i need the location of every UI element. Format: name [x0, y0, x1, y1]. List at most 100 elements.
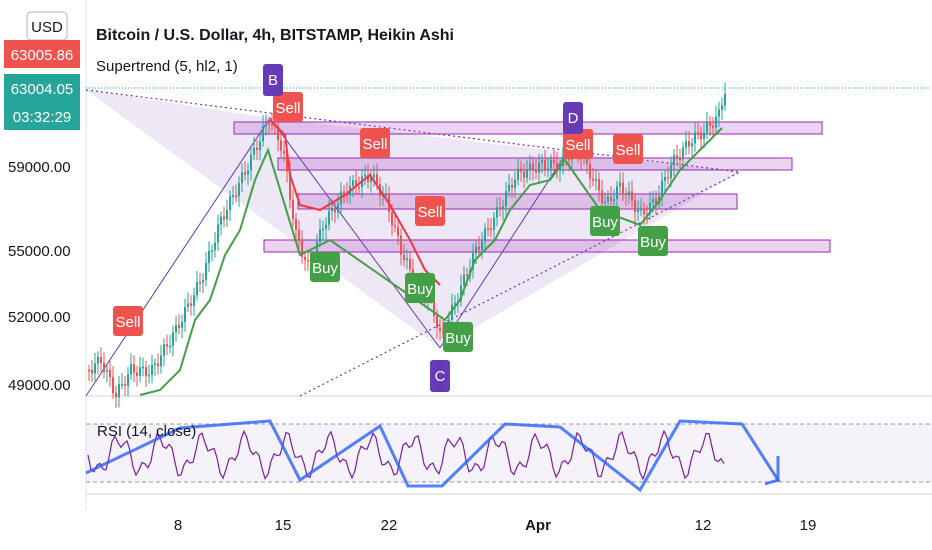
candle-body: [724, 93, 726, 106]
supertrend-up-line: [139, 127, 723, 396]
candle-body: [154, 363, 156, 366]
candle-body: [328, 211, 330, 225]
candle-body: [529, 163, 531, 171]
signal-sell-badge: [563, 129, 593, 159]
candle-body: [205, 263, 207, 280]
candle-body: [286, 153, 288, 172]
candle-body: [649, 202, 651, 215]
candle-body: [250, 154, 252, 171]
ask-price-value: 63005.86: [11, 47, 74, 64]
candle-body: [376, 174, 378, 185]
candle-body: [661, 180, 663, 197]
candle-body: [397, 226, 399, 236]
y-tick-55000: 55000.00: [8, 243, 71, 260]
candle-body: [148, 374, 150, 377]
candle-body: [178, 325, 180, 329]
candle-body: [235, 195, 237, 198]
candle-body: [391, 212, 393, 226]
point-b-label: B: [268, 72, 278, 89]
candle-body: [91, 370, 93, 374]
candle-body: [163, 344, 165, 356]
candle-body: [631, 191, 633, 201]
point-c-badge: [430, 360, 450, 392]
candle-body: [88, 370, 90, 372]
candle-body: [499, 207, 501, 210]
candle-body: [253, 147, 255, 155]
point-b-badge: [263, 64, 283, 96]
candle-body: [694, 132, 696, 144]
candle-body: [550, 159, 552, 169]
candle-body: [292, 200, 294, 219]
candle-body: [265, 123, 267, 126]
signal-sell-badge: [613, 134, 643, 164]
candle-body: [277, 125, 279, 141]
y-tick-52000: 52000.00: [8, 309, 71, 326]
signal-buy-label: Buy: [407, 281, 433, 298]
candle-body: [628, 191, 630, 196]
candle-body: [409, 258, 411, 270]
signal-buy-badge: [638, 226, 668, 256]
candle-body: [244, 172, 246, 175]
x-tick-22: 22: [381, 517, 398, 534]
candle-body: [319, 229, 321, 242]
candle-body: [676, 155, 678, 159]
x-tick-8: 8: [174, 517, 182, 534]
x-tick-apr: Apr: [525, 517, 551, 534]
candle-body: [547, 168, 549, 171]
rsi-line: [87, 429, 725, 481]
candle-body: [295, 218, 297, 230]
signal-buy-label: Buy: [640, 234, 666, 251]
x-tick-15: 15: [275, 517, 292, 534]
candle-body: [517, 168, 519, 180]
candle-body: [709, 122, 711, 126]
signal-buy-badge: [405, 273, 435, 303]
candle-body: [304, 256, 306, 260]
candle-body: [520, 168, 522, 172]
signal-sell-label: Sell: [275, 100, 300, 117]
signal-sell-badge: [113, 306, 143, 336]
candle-body: [394, 225, 396, 227]
candle-body: [589, 163, 591, 179]
candle-body: [454, 302, 456, 305]
indicator-label: Supertrend (5, hl2, 1): [96, 58, 238, 75]
point-c-label: C: [435, 368, 446, 385]
candle-body: [364, 174, 366, 177]
candle-body: [97, 356, 99, 364]
candle-body: [217, 224, 219, 243]
candle-body: [556, 162, 558, 171]
candle-body: [115, 393, 117, 398]
candle-body: [352, 180, 354, 187]
signal-buy-badge: [590, 206, 620, 236]
candle-body: [640, 209, 642, 211]
candle-body: [619, 182, 621, 187]
signal-sell-label: Sell: [565, 137, 590, 154]
candle-body: [523, 171, 525, 178]
signal-sell-badge: [415, 196, 445, 226]
signal-sell-label: Sell: [362, 136, 387, 153]
candle-body: [652, 198, 654, 203]
candle-body: [106, 369, 108, 372]
candle-body: [466, 274, 468, 277]
candle-body: [280, 140, 282, 151]
candle-body: [433, 295, 435, 316]
candle-body: [598, 179, 600, 191]
candle-body: [127, 374, 129, 386]
candle-body: [586, 156, 588, 164]
candle-body: [532, 163, 534, 170]
y-tick-59000: 59000.00: [8, 159, 71, 176]
candle-body: [172, 332, 174, 346]
candle-body: [181, 321, 183, 329]
candle-body: [463, 274, 465, 286]
candle-body: [100, 356, 102, 363]
candle-body: [334, 208, 336, 213]
candle-body: [238, 182, 240, 196]
signal-buy-badge: [310, 252, 340, 282]
candle-body: [256, 147, 258, 151]
candle-body: [697, 132, 699, 134]
signal-buy-label: Buy: [312, 260, 338, 277]
candle-body: [196, 282, 198, 296]
candle-body: [703, 132, 705, 139]
candle-body: [508, 184, 510, 192]
candle-body: [691, 143, 693, 147]
candle-body: [130, 364, 132, 375]
